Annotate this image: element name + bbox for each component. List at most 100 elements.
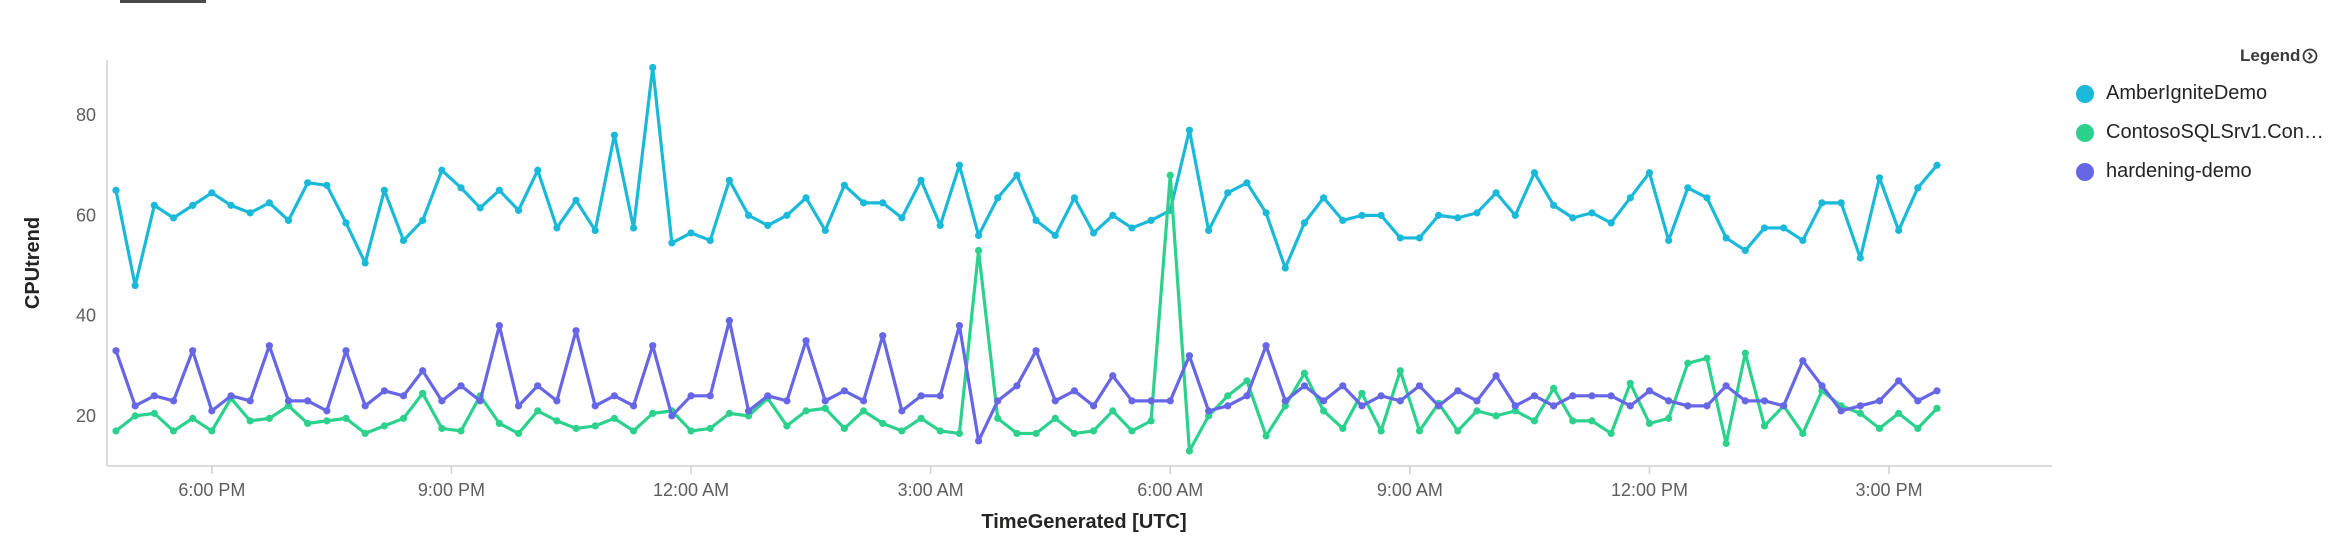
data-point xyxy=(189,414,197,422)
data-point xyxy=(169,427,178,435)
data-point xyxy=(1607,392,1615,400)
data-point xyxy=(917,414,925,422)
x-tick-label: 12:00 PM xyxy=(1611,480,1688,500)
chevron-circle-icon[interactable] xyxy=(2302,48,2318,64)
data-point xyxy=(591,402,599,410)
data-point xyxy=(189,201,197,209)
legend-header[interactable]: Legend xyxy=(2240,46,2318,66)
data-point xyxy=(1358,389,1366,397)
x-tick-label: 3:00 PM xyxy=(1856,480,1923,500)
data-point xyxy=(246,209,254,217)
data-point xyxy=(840,181,848,189)
data-point xyxy=(1243,377,1251,385)
data-point xyxy=(1147,216,1155,224)
data-point xyxy=(1569,417,1577,425)
data-point xyxy=(687,229,695,237)
data-point xyxy=(1914,397,1922,405)
y-axis-title: CPUtrend xyxy=(22,217,44,309)
data-point xyxy=(687,392,695,400)
data-point xyxy=(974,437,983,445)
data-point xyxy=(1550,384,1558,392)
data-point xyxy=(553,224,561,232)
data-point xyxy=(783,422,791,430)
data-point xyxy=(1070,387,1079,395)
data-point xyxy=(1933,404,1941,412)
legend-item[interactable]: ContosoSQLSrv1.Conto... xyxy=(2072,113,2332,152)
data-point xyxy=(1837,199,1845,207)
legend-item[interactable]: hardening-demo xyxy=(2072,152,2332,191)
data-point xyxy=(150,392,158,400)
x-tick-label: 9:00 AM xyxy=(1377,480,1443,500)
data-point xyxy=(1396,367,1404,375)
data-point xyxy=(476,397,484,405)
data-point xyxy=(1415,234,1424,242)
data-point xyxy=(227,201,235,209)
series-line xyxy=(114,65,1939,288)
data-point xyxy=(1051,397,1059,405)
data-point xyxy=(1358,402,1366,410)
data-point xyxy=(1089,402,1098,410)
data-point xyxy=(1741,246,1749,255)
data-point xyxy=(399,236,408,245)
data-point xyxy=(1454,427,1462,435)
data-point xyxy=(342,219,350,227)
axes xyxy=(106,60,2052,467)
data-point xyxy=(706,236,714,245)
data-point xyxy=(1377,211,1385,219)
x-tick-label: 6:00 PM xyxy=(178,480,245,500)
data-point xyxy=(1569,392,1577,400)
data-point xyxy=(1320,194,1328,202)
y-tick-label: 80 xyxy=(76,105,96,125)
data-point xyxy=(1377,392,1385,400)
data-point xyxy=(1530,417,1539,425)
data-point xyxy=(898,214,906,222)
data-point xyxy=(419,389,427,397)
data-point xyxy=(1914,424,1922,433)
data-point xyxy=(1454,387,1462,395)
data-point xyxy=(514,402,523,410)
series-line xyxy=(115,173,1939,453)
data-point xyxy=(1339,216,1347,224)
data-point xyxy=(706,392,714,400)
data-point xyxy=(457,382,465,390)
data-point xyxy=(744,211,753,219)
data-point xyxy=(1914,184,1922,192)
data-point xyxy=(1243,179,1251,187)
data-point xyxy=(1895,377,1903,385)
data-point xyxy=(265,199,273,207)
x-tick-label: 6:00 AM xyxy=(1137,480,1203,500)
data-point xyxy=(1550,402,1558,410)
data-point xyxy=(1013,429,1021,438)
data-point xyxy=(1626,379,1634,387)
data-point xyxy=(821,226,829,235)
data-point xyxy=(227,392,235,400)
data-point xyxy=(1626,402,1634,410)
data-point xyxy=(1722,439,1730,448)
data-point xyxy=(419,367,427,375)
data-point xyxy=(1128,397,1136,405)
data-point xyxy=(821,397,829,405)
top-tab-underline xyxy=(120,0,206,3)
legend-item-label: AmberIgniteDemo xyxy=(2106,82,2268,104)
data-point xyxy=(1511,402,1519,410)
data-point xyxy=(438,397,446,405)
data-point xyxy=(380,422,388,430)
data-point xyxy=(246,397,254,405)
data-point xyxy=(208,189,216,197)
data-point xyxy=(361,402,369,410)
data-point xyxy=(955,429,964,438)
data-point xyxy=(783,397,791,405)
data-point xyxy=(438,166,446,174)
data-point xyxy=(955,322,964,330)
data-point xyxy=(1645,419,1654,427)
data-point xyxy=(591,226,599,235)
legend-item[interactable]: AmberIgniteDemo xyxy=(2072,74,2332,113)
data-point xyxy=(534,166,542,174)
data-point xyxy=(1473,397,1481,405)
data-point xyxy=(1435,211,1443,219)
data-point xyxy=(112,186,120,194)
data-point xyxy=(495,322,503,330)
data-point xyxy=(1684,184,1692,192)
data-point xyxy=(1818,382,1826,390)
data-point xyxy=(840,387,848,395)
